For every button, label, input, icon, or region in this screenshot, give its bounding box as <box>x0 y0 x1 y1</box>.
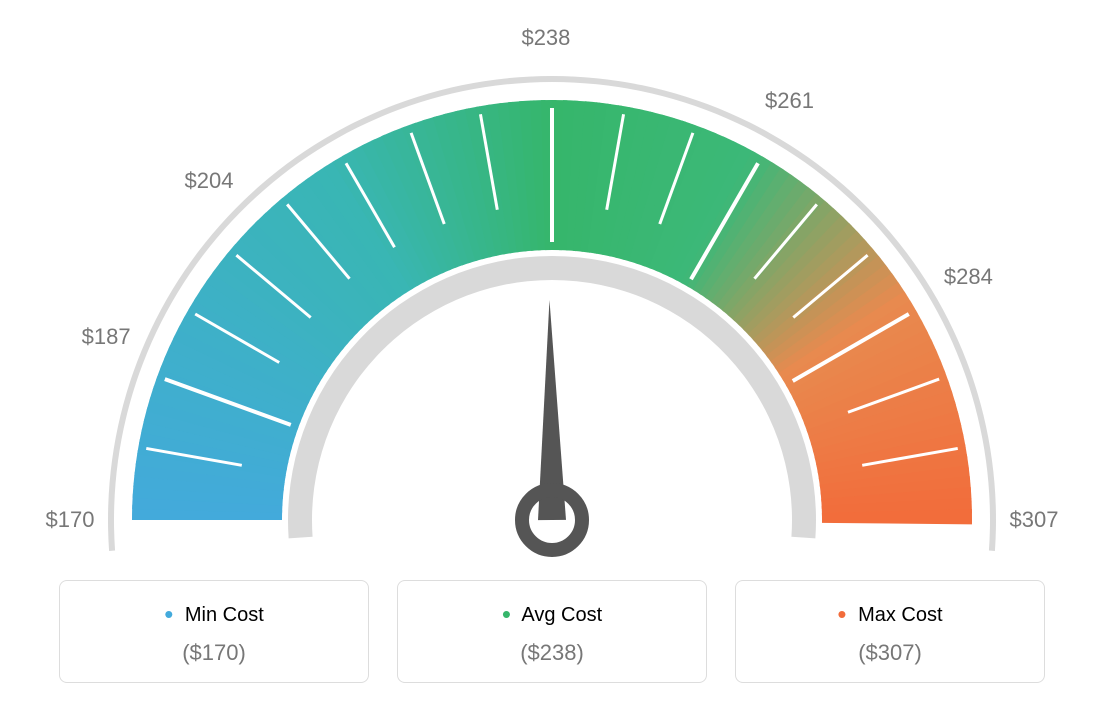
dot-icon: • <box>837 599 846 629</box>
legend-title-text: Min Cost <box>185 604 264 626</box>
gauge-svg <box>22 20 1082 560</box>
dot-icon: • <box>502 599 511 629</box>
legend-card-avg: • Avg Cost ($238) <box>397 580 707 683</box>
legend-value-max: ($307) <box>736 640 1044 666</box>
gauge-tick-label: $238 <box>521 25 570 51</box>
legend-title-text: Avg Cost <box>521 604 602 626</box>
legend-value-min: ($170) <box>60 640 368 666</box>
gauge-tick-label: $284 <box>944 264 993 290</box>
dot-icon: • <box>164 599 173 629</box>
legend-value-avg: ($238) <box>398 640 706 666</box>
legend-title-max: • Max Cost <box>736 599 1044 630</box>
legend-title-avg: • Avg Cost <box>398 599 706 630</box>
legend-card-max: • Max Cost ($307) <box>735 580 1045 683</box>
legend-card-min: • Min Cost ($170) <box>59 580 369 683</box>
gauge-tick-label: $261 <box>765 88 814 114</box>
legend-title-text: Max Cost <box>858 604 942 626</box>
legend-row: • Min Cost ($170) • Avg Cost ($238) • Ma… <box>20 580 1084 683</box>
gauge-tick-label: $187 <box>82 324 131 350</box>
gauge-tick-label: $170 <box>46 507 95 533</box>
legend-title-min: • Min Cost <box>60 599 368 630</box>
cost-gauge: $170 $187 $204 $238 $261 $284 $307 <box>22 20 1082 560</box>
gauge-tick-label: $204 <box>185 168 234 194</box>
gauge-tick-label: $307 <box>1010 507 1059 533</box>
